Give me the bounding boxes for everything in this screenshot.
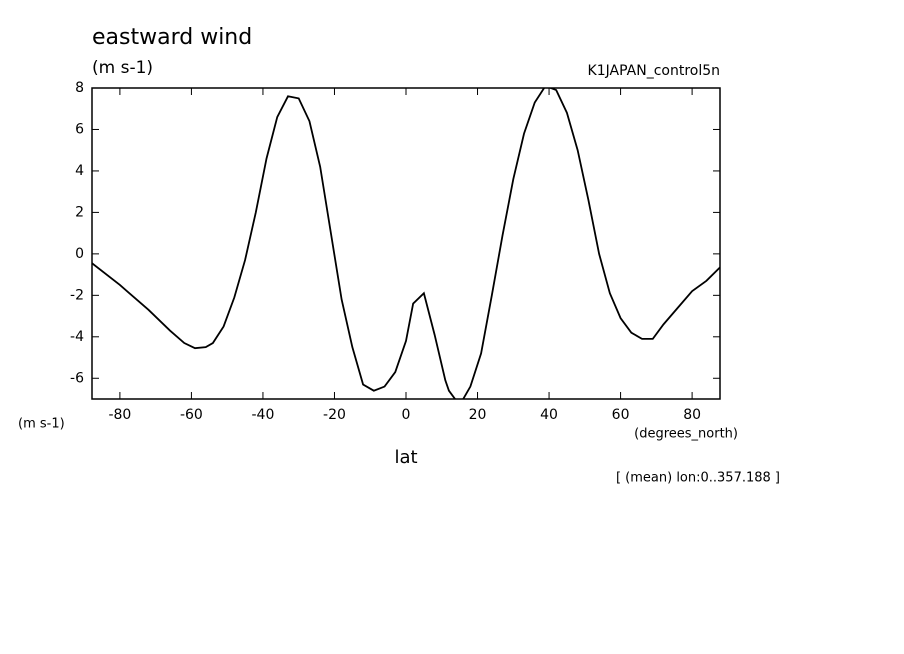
y-tick-label: 6: [75, 121, 84, 137]
note: [ (mean) lon:0..357.188 ]: [616, 471, 780, 486]
x-tick-label: 20: [469, 407, 487, 423]
y-tick-label: -6: [70, 370, 84, 386]
units: (m s-1): [92, 58, 153, 78]
y-tick-label: 4: [75, 163, 84, 179]
x-tick-label: -40: [252, 407, 275, 423]
x-tick-label: -60: [180, 407, 203, 423]
plot-frame: [91, 87, 721, 400]
y-tick-label: -4: [70, 329, 84, 345]
y-tick-label: 2: [75, 204, 84, 220]
y-unit-label: (m s-1): [18, 417, 65, 432]
x-tick-label: 0: [402, 407, 411, 423]
y-tick-label: 0: [75, 246, 84, 262]
y-tick-label: -2: [70, 287, 84, 303]
dataset: K1JAPAN_control5n: [588, 63, 720, 79]
x-tick-label: 80: [683, 407, 701, 423]
y-tick-label: 8: [75, 80, 84, 96]
x-tick-label: 60: [612, 407, 630, 423]
x-tick-label: -80: [108, 407, 131, 423]
data-line: [92, 88, 720, 399]
x-tick-label: -20: [323, 407, 346, 423]
x-unit-label: (degrees_north): [634, 427, 738, 442]
x-axis-label: lat: [394, 447, 417, 468]
chart-title: eastward wind: [92, 25, 252, 50]
x-tick-label: 40: [540, 407, 558, 423]
